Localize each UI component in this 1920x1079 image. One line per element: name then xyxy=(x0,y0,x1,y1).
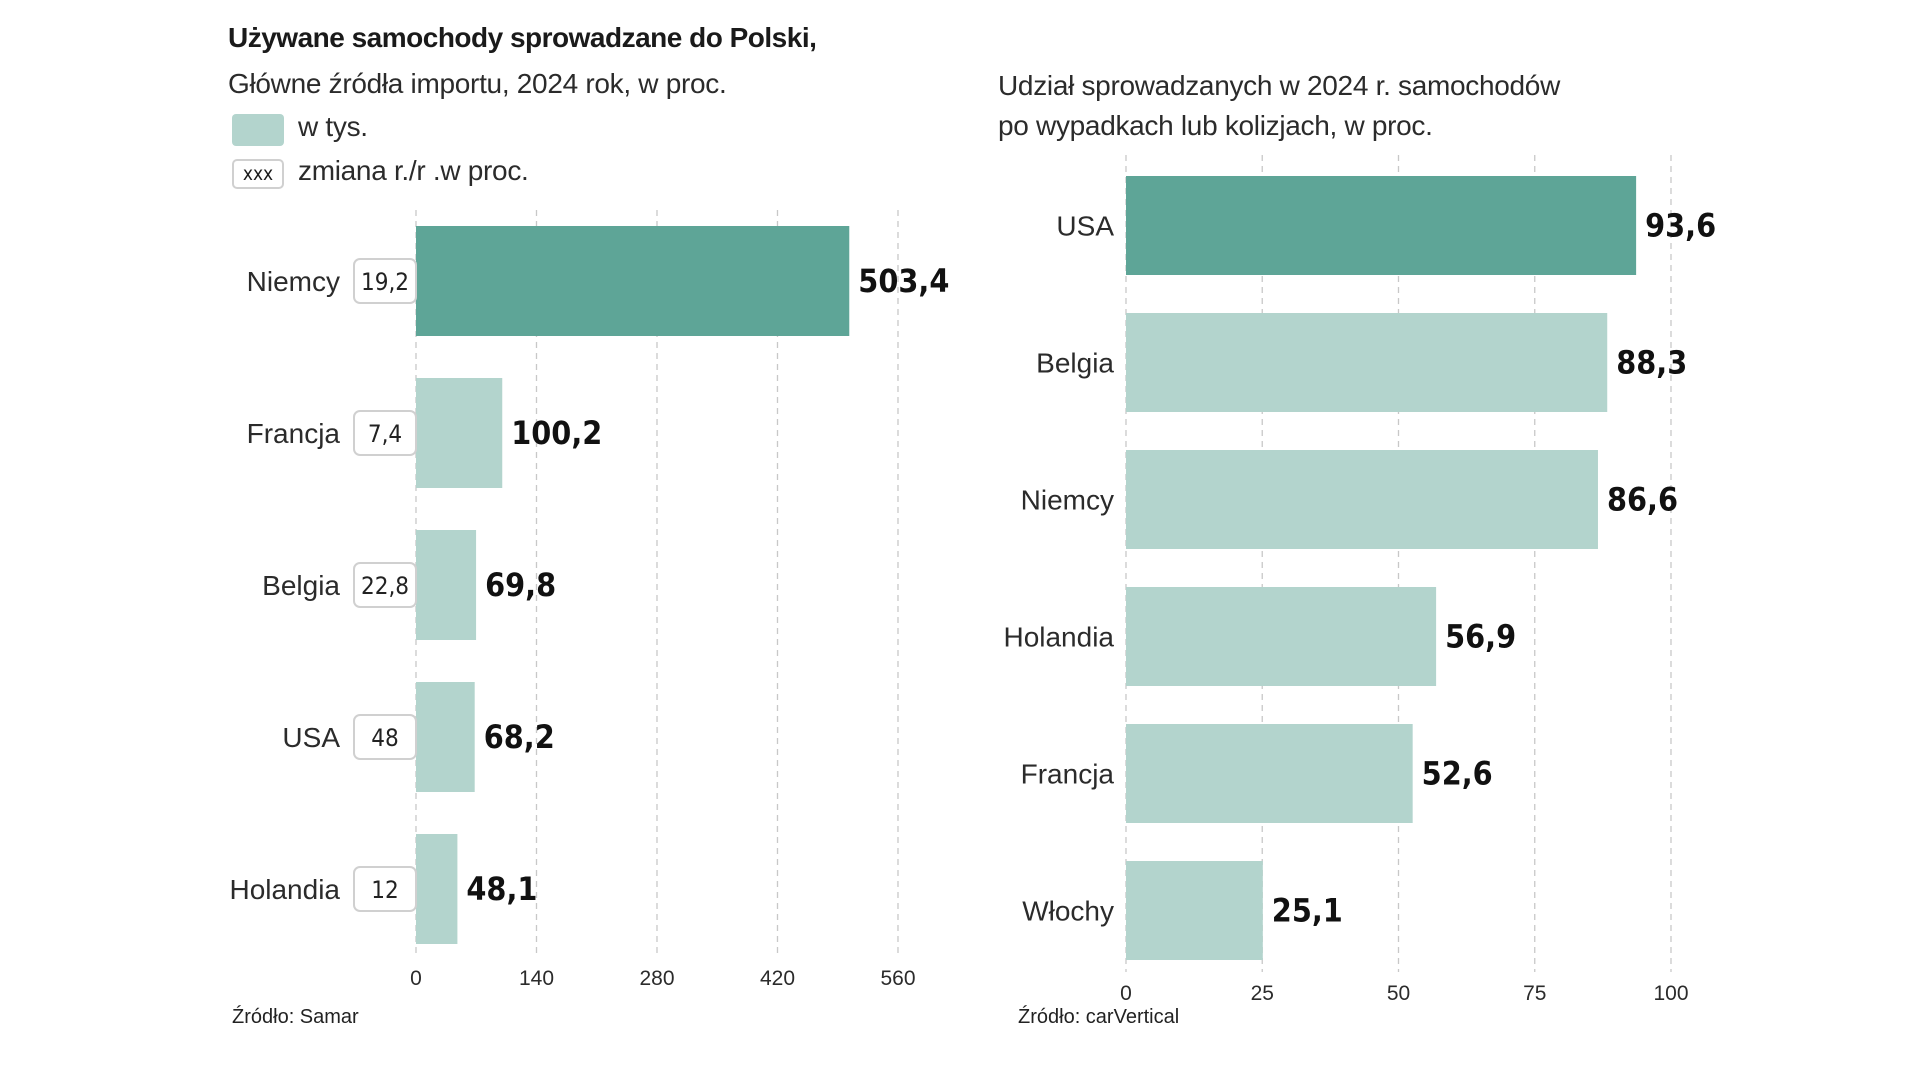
bar-value-label: 503,4 xyxy=(858,262,949,300)
x-tick-label: 50 xyxy=(1387,982,1410,1005)
left-chart-subtitle: Główne źródła importu, 2024 rok, w proc. xyxy=(228,68,727,99)
x-tick-label: 100 xyxy=(1653,982,1688,1005)
bar xyxy=(416,682,475,792)
bar-value-label: 88,3 xyxy=(1616,344,1687,382)
change-box xyxy=(353,714,417,760)
right-chart-subtitle-line2: po wypadkach lub kolizjach, w proc. xyxy=(998,110,1433,141)
x-tick-label: 560 xyxy=(880,967,915,990)
bar xyxy=(416,226,850,336)
category-label: Niemcy xyxy=(247,266,340,297)
bar-value-label: 86,6 xyxy=(1607,481,1678,519)
category-label: Francja xyxy=(1021,759,1115,790)
left-chart-source: Źródło: Samar xyxy=(232,1006,359,1028)
right-chart-source: Źródło: carVertical xyxy=(1018,1006,1180,1028)
x-tick-label: 140 xyxy=(519,967,554,990)
legend-swatch-value xyxy=(232,114,284,146)
bar xyxy=(416,834,458,944)
bar xyxy=(1126,313,1608,412)
change-box xyxy=(353,866,417,912)
right-bar-chart: 0 25 50 75 100 93,6 USA 88,3 Belgia 86,6 Niemcy 56,… xyxy=(1003,155,1716,1005)
category-label: Belgia xyxy=(1036,348,1114,379)
x-tick-label: 0 xyxy=(410,967,422,990)
x-tick-label: 25 xyxy=(1251,982,1274,1005)
change-box xyxy=(353,410,417,456)
change-value-label: 48 xyxy=(371,724,398,752)
x-tick-label: 280 xyxy=(639,967,674,990)
legend-label-change: zmiana r./r .w proc. xyxy=(298,155,529,186)
change-value-label: 19,2 xyxy=(361,268,409,296)
bar xyxy=(416,378,503,488)
change-box xyxy=(353,258,417,304)
bar xyxy=(1126,176,1637,275)
left-chart-title: Używane samochody sprowadzane do Polski, xyxy=(228,22,817,53)
category-label: Holandia xyxy=(1003,622,1114,653)
bar xyxy=(1126,450,1598,549)
bar xyxy=(1126,587,1437,686)
category-label: Francja xyxy=(247,418,341,449)
bar-value-label: 93,6 xyxy=(1645,207,1716,245)
bar xyxy=(1126,724,1413,823)
bar xyxy=(416,530,477,640)
change-box xyxy=(353,562,417,608)
category-label: Belgia xyxy=(262,570,340,601)
category-label: Włochy xyxy=(1022,896,1114,927)
legend-box-change: xxx xyxy=(232,159,284,189)
left-bar-chart: 0 140 280 420 560 503,4 Niemcy 19,2 100,2 Francja… xyxy=(229,210,949,990)
category-label: Niemcy xyxy=(1021,485,1114,516)
bar-value-label: 69,8 xyxy=(485,566,556,604)
change-value-label: 7,4 xyxy=(368,420,402,448)
bar xyxy=(1126,861,1263,960)
change-value-label: 12 xyxy=(371,876,398,904)
bar-value-label: 52,6 xyxy=(1422,755,1493,793)
bar-value-label: 56,9 xyxy=(1445,618,1516,656)
change-value-label: 22,8 xyxy=(361,572,409,600)
bar-value-label: 48,1 xyxy=(466,870,537,908)
bar-value-label: 100,2 xyxy=(511,414,602,452)
legend-label-value: w tys. xyxy=(298,111,368,142)
category-label: USA xyxy=(1056,211,1114,242)
bar-value-label: 25,1 xyxy=(1272,892,1343,930)
category-label: USA xyxy=(282,722,340,753)
x-tick-label: 420 xyxy=(760,967,795,990)
x-tick-label: 75 xyxy=(1523,982,1546,1005)
right-chart-subtitle-line1: Udział sprowadzanych w 2024 r. samochodó… xyxy=(998,70,1561,101)
x-tick-label: 0 xyxy=(1120,982,1132,1005)
category-label: Holandia xyxy=(229,874,340,905)
bar-value-label: 68,2 xyxy=(484,718,555,756)
